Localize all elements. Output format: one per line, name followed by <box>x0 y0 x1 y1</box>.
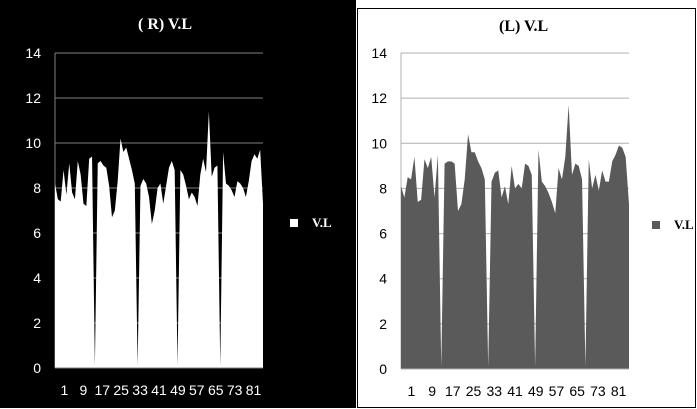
x-tick-label: 9 <box>79 382 87 398</box>
series-area-vl <box>55 111 263 368</box>
legend-swatch <box>290 219 298 227</box>
x-tick-label: 9 <box>428 383 436 399</box>
x-tick-label: 25 <box>466 383 482 399</box>
x-tick-label: 57 <box>189 382 205 398</box>
y-tick-label: 6 <box>33 225 41 241</box>
x-tick-label: 65 <box>569 383 585 399</box>
legend-label: V.L <box>312 215 332 230</box>
series-area-vl <box>401 104 629 369</box>
chart-legend: V.L <box>652 217 694 233</box>
x-tick-label: 17 <box>94 382 110 398</box>
chart-title: (L) V.L <box>499 18 549 35</box>
x-tick-label: 73 <box>590 383 606 399</box>
y-tick-label: 12 <box>371 90 387 106</box>
right-vl-chart-panel: 0 2 4 6 8 10 12 14 1 9 17 25 33 41 49 57 65 73 81 ( R) V.L… <box>0 0 356 408</box>
y-tick-label: 6 <box>379 226 387 242</box>
chart-title: ( R) V.L <box>138 16 193 33</box>
legend-swatch <box>652 221 660 229</box>
x-tick-label: 33 <box>486 383 502 399</box>
x-tick-label: 49 <box>170 382 186 398</box>
x-tick-label: 81 <box>246 382 262 398</box>
y-tick-label: 8 <box>33 180 41 196</box>
y-tick-label: 0 <box>379 361 387 377</box>
y-tick-label: 8 <box>379 180 387 196</box>
x-tick-label: 17 <box>445 383 461 399</box>
x-tick-label: 57 <box>549 383 565 399</box>
y-tick-label: 10 <box>25 135 41 151</box>
chart-legend: V.L <box>290 215 332 231</box>
y-tick-label: 14 <box>25 45 41 61</box>
x-tick-label: 81 <box>611 383 627 399</box>
y-tick-label: 14 <box>371 45 387 61</box>
y-tick-label: 4 <box>33 270 41 286</box>
y-tick-label: 12 <box>25 90 41 106</box>
legend-label: V.L <box>674 217 694 232</box>
x-tick-label: 1 <box>407 383 415 399</box>
y-tick-label: 4 <box>379 271 387 287</box>
y-tick-label: 0 <box>33 360 41 376</box>
y-tick-label: 10 <box>371 135 387 151</box>
x-tick-label: 25 <box>113 382 129 398</box>
left-vl-chart-panel: 0 2 4 6 8 10 12 14 1 9 17 25 33 41 49 57 65 73 81 (L) V.L … <box>357 8 696 408</box>
x-tick-label: 41 <box>507 383 523 399</box>
x-tick-label: 73 <box>227 382 243 398</box>
right-vl-chart-plot: 0 2 4 6 8 10 12 14 1 9 17 25 33 41 49 57 65 73 81 <box>25 45 263 398</box>
x-tick-label: 1 <box>61 382 69 398</box>
x-tick-label: 49 <box>528 383 544 399</box>
x-tick-label: 65 <box>208 382 224 398</box>
x-tick-label: 33 <box>132 382 148 398</box>
x-tick-label: 41 <box>151 382 167 398</box>
y-tick-label: 2 <box>33 315 41 331</box>
y-tick-label: 2 <box>379 316 387 332</box>
